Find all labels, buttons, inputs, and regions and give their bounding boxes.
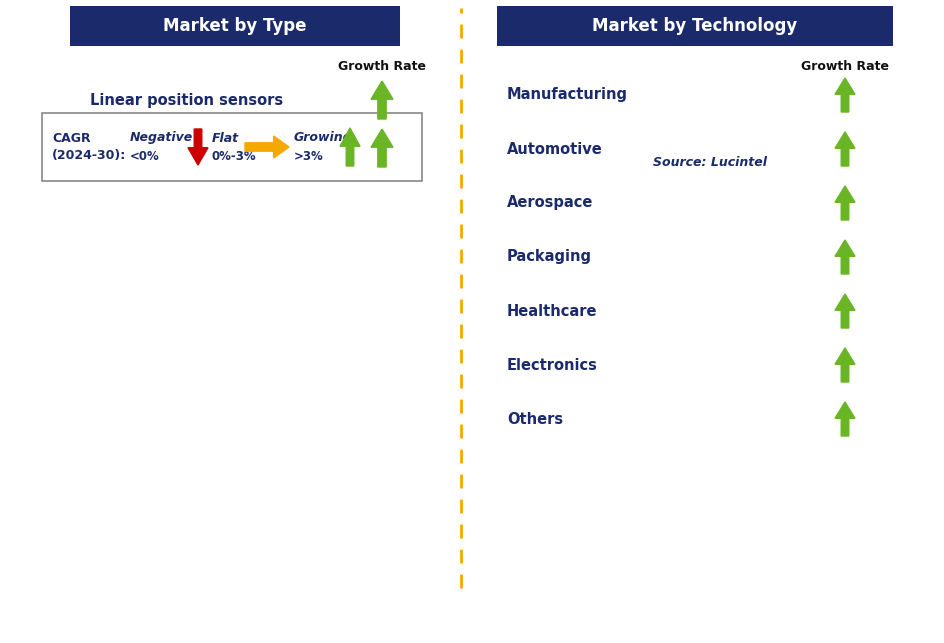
FancyArrow shape [834, 132, 854, 166]
Text: Aerospace: Aerospace [507, 195, 593, 210]
Text: >3%: >3% [294, 150, 324, 163]
Text: Linear position sensors: Linear position sensors [90, 93, 283, 107]
FancyArrow shape [834, 348, 854, 382]
Text: Healthcare: Healthcare [507, 303, 597, 318]
FancyArrow shape [244, 136, 289, 158]
Text: 0%-3%: 0%-3% [211, 150, 257, 163]
Text: Source: Lucintel: Source: Lucintel [652, 156, 767, 170]
Text: Others: Others [507, 412, 563, 426]
Bar [70, 6, 399, 46]
FancyArrow shape [834, 240, 854, 274]
FancyArrow shape [834, 402, 854, 436]
FancyArrow shape [371, 81, 393, 119]
FancyArrow shape [834, 78, 854, 112]
Text: (2024-30):: (2024-30): [52, 150, 126, 163]
Text: Automotive: Automotive [507, 141, 602, 156]
Text: Growth Rate: Growth Rate [801, 60, 888, 73]
FancyArrow shape [340, 128, 360, 166]
Text: Rotary positions sensors: Rotary positions sensors [90, 141, 295, 156]
Text: Negative: Negative [130, 132, 193, 145]
Bar [42, 113, 422, 181]
Text: Growing: Growing [294, 132, 352, 145]
FancyArrow shape [188, 129, 208, 165]
Text: Manufacturing: Manufacturing [507, 87, 628, 102]
Text: CAGR: CAGR [52, 132, 91, 145]
Bar [497, 6, 892, 46]
Text: Growth Rate: Growth Rate [338, 60, 426, 73]
FancyArrow shape [371, 129, 393, 167]
Text: <0%: <0% [130, 150, 160, 163]
FancyArrow shape [834, 294, 854, 328]
Text: Market by Type: Market by Type [163, 17, 307, 35]
Text: Packaging: Packaging [507, 249, 591, 264]
FancyArrow shape [834, 186, 854, 220]
Text: Electronics: Electronics [507, 358, 598, 372]
Text: Market by Technology: Market by Technology [592, 17, 797, 35]
Text: Flat: Flat [211, 132, 239, 145]
